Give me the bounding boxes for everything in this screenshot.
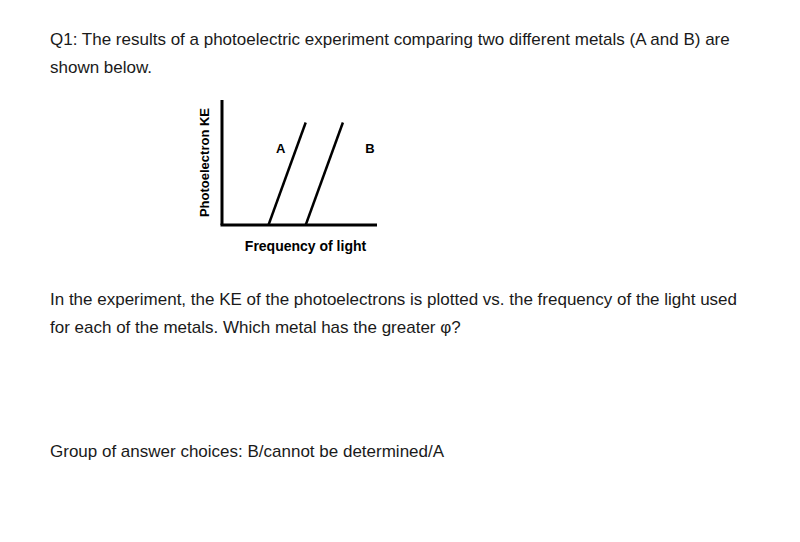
series-label: A (276, 141, 286, 156)
series-label: B (365, 141, 374, 156)
series-line (269, 123, 306, 226)
x-axis-label: Frequency of light (245, 238, 367, 254)
plot-area (269, 123, 343, 226)
y-axis-label: Photoelectron KE (197, 108, 212, 217)
series-line (306, 123, 343, 226)
answer-choices: Group of answer choices: B/cannot be det… (50, 438, 750, 466)
chart: A B Frequency of light Photoelectron KE (0, 0, 800, 542)
x-axis (221, 224, 378, 227)
y-axis (221, 100, 224, 225)
question-body: In the experiment, the KE of the photoel… (50, 286, 750, 342)
question-prompt: Q1: The results of a photoelectric exper… (50, 26, 750, 82)
